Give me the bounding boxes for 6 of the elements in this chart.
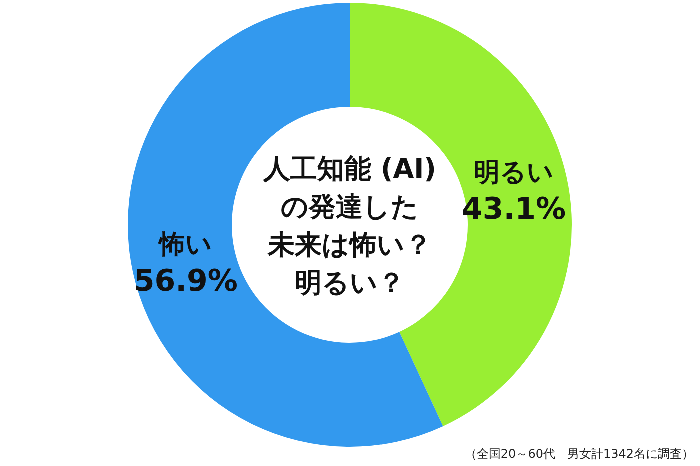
text: （全国20～60代 男女計1342名に調査）	[464, 447, 694, 461]
donut-slice	[128, 3, 444, 447]
data-label: 56.9%	[134, 264, 238, 300]
slice-label: 明るい	[474, 158, 554, 188]
slice-label: 怖い	[157, 230, 212, 260]
text: 人工知能 (AI)の発達した未来は怖い？明るい？	[262, 154, 437, 299]
